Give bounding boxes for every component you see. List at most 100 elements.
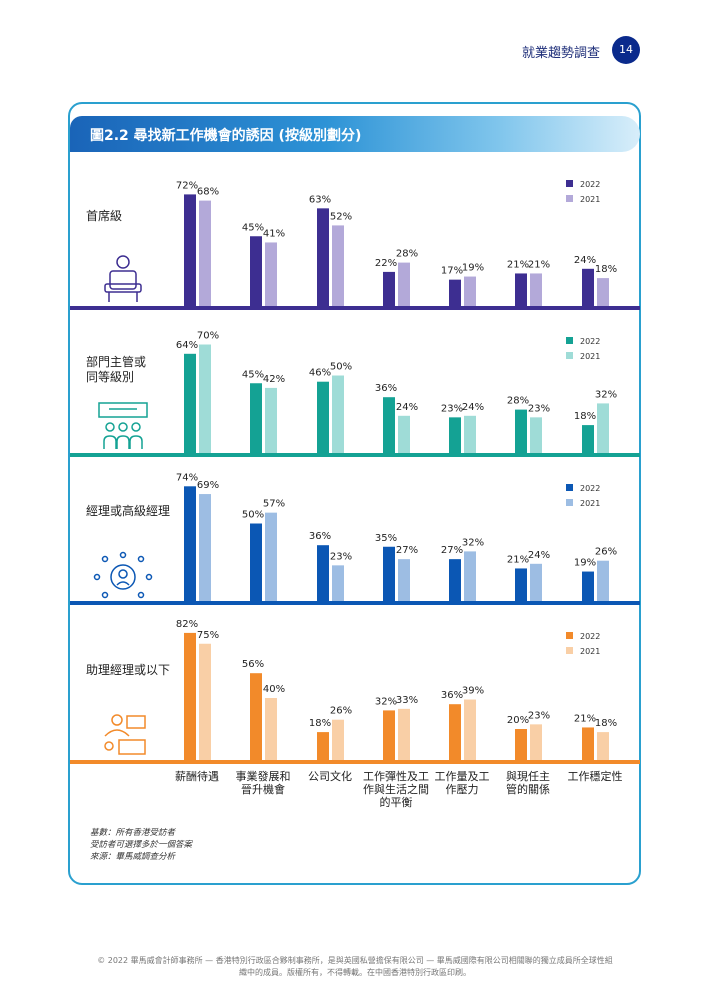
bar-2022 <box>449 559 461 601</box>
value-label-2021: 26% <box>595 547 617 558</box>
category-label: 事業發展和 <box>236 769 291 783</box>
bar-2021 <box>199 344 211 453</box>
bar-2022 <box>250 236 262 306</box>
panel-baseline <box>70 306 640 310</box>
value-label-2021: 19% <box>462 263 484 274</box>
figure-card <box>68 102 641 885</box>
bar-2021 <box>530 563 542 601</box>
legend-label-2022: 2022 <box>580 337 600 346</box>
value-label-2021: 40% <box>263 684 285 695</box>
value-label-2022: 19% <box>574 558 596 569</box>
value-label-2021: 24% <box>396 402 418 413</box>
bar-2021 <box>464 551 476 601</box>
bar-2021 <box>199 643 211 760</box>
bar-2022 <box>184 194 196 306</box>
footer-copyright: © 2022 畢馬威會計師事務所 — 香港特別行政區合夥制事務所，是與英國私營擔… <box>60 955 650 979</box>
value-label-2022: 18% <box>574 411 596 422</box>
bar-2022 <box>449 704 461 760</box>
bar-2021 <box>332 565 344 601</box>
panel-baseline <box>70 453 640 457</box>
value-label-2022: 21% <box>507 259 529 270</box>
bar-2022 <box>383 710 395 760</box>
value-label-2022: 63% <box>309 194 331 205</box>
bar-2021 <box>597 732 609 760</box>
value-label-2022: 46% <box>309 368 331 379</box>
bar-2022 <box>317 545 329 601</box>
bar-2022 <box>515 409 527 453</box>
value-label-2022: 27% <box>441 545 463 556</box>
legend-swatch-2022 <box>566 484 573 491</box>
bar-2022 <box>449 417 461 453</box>
value-label-2022: 74% <box>176 472 198 483</box>
bar-2021 <box>464 699 476 760</box>
bar-2022 <box>582 425 594 453</box>
category-label: 薪酬待遇 <box>175 769 219 783</box>
bar-2021 <box>199 494 211 601</box>
value-label-2021: 32% <box>462 537 484 548</box>
bar-2022 <box>582 268 594 306</box>
value-label-2021: 27% <box>396 545 418 556</box>
category-label: 的平衡 <box>380 795 413 809</box>
legend-label-2022: 2022 <box>580 484 600 493</box>
value-label-2021: 23% <box>330 551 352 562</box>
bar-2022 <box>515 568 527 601</box>
bar-2021 <box>265 698 277 760</box>
bar-2022 <box>184 632 196 760</box>
value-label-2022: 21% <box>574 713 596 724</box>
category-label: 與現任主 <box>506 769 550 783</box>
value-label-2022: 35% <box>375 533 397 544</box>
value-label-2022: 32% <box>375 696 397 707</box>
figure-title: 圖2.2 尋找新工作機會的誘因 (按級別劃分) <box>90 128 362 144</box>
bar-2021 <box>199 200 211 306</box>
legend-label-2021: 2021 <box>580 195 600 204</box>
panel-group-label: 經理或高級經理 <box>86 503 170 518</box>
bar-2022 <box>383 397 395 453</box>
value-label-2021: 23% <box>528 710 550 721</box>
category-label: 作壓力 <box>446 783 479 796</box>
legend-label-2022: 2022 <box>580 180 600 189</box>
bar-2022 <box>383 546 395 601</box>
legend-swatch-2022 <box>566 180 573 187</box>
value-label-2021: 26% <box>330 706 352 717</box>
legend-swatch-2021 <box>566 499 573 506</box>
value-label-2021: 68% <box>197 187 219 198</box>
panel-baseline <box>70 760 640 764</box>
category-label: 工作量及工 <box>435 770 490 783</box>
value-label-2022: 21% <box>507 554 529 565</box>
bar-2022 <box>317 732 329 760</box>
value-label-2021: 57% <box>263 499 285 510</box>
value-label-2021: 18% <box>595 264 617 275</box>
value-label-2022: 56% <box>242 659 264 670</box>
executive-chair-icon <box>104 255 142 302</box>
bar-2021 <box>464 415 476 453</box>
bar-2022 <box>582 571 594 601</box>
value-label-2022: 20% <box>507 715 529 726</box>
value-label-2021: 23% <box>528 403 550 414</box>
value-label-2021: 24% <box>462 402 484 413</box>
figure-title-bar <box>70 116 640 152</box>
value-label-2021: 69% <box>197 480 219 491</box>
legend-swatch-2022 <box>566 337 573 344</box>
value-label-2022: 64% <box>176 340 198 351</box>
figure-notes: 基數：所有香港受訪者 受訪者可選擇多於一個答案 來源：畢馬威調查分析 <box>90 827 192 863</box>
bar-2022 <box>317 381 329 453</box>
value-label-2021: 33% <box>396 695 418 706</box>
value-label-2022: 82% <box>176 619 198 630</box>
bar-2021 <box>597 403 609 453</box>
bar-2022 <box>515 729 527 760</box>
bar-2022 <box>250 523 262 601</box>
bar-2021 <box>265 512 277 601</box>
legend-label-2022: 2022 <box>580 632 600 641</box>
legend-label-2021: 2021 <box>580 647 600 656</box>
value-label-2021: 28% <box>396 249 418 260</box>
value-label-2022: 24% <box>574 255 596 266</box>
bar-2022 <box>317 208 329 306</box>
value-label-2022: 18% <box>309 718 331 729</box>
bar-2022 <box>515 273 527 306</box>
value-label-2022: 17% <box>441 266 463 277</box>
legend-swatch-2021 <box>566 647 573 654</box>
value-label-2021: 70% <box>197 331 219 342</box>
manager-network-icon <box>93 551 153 599</box>
value-label-2021: 75% <box>197 630 219 641</box>
